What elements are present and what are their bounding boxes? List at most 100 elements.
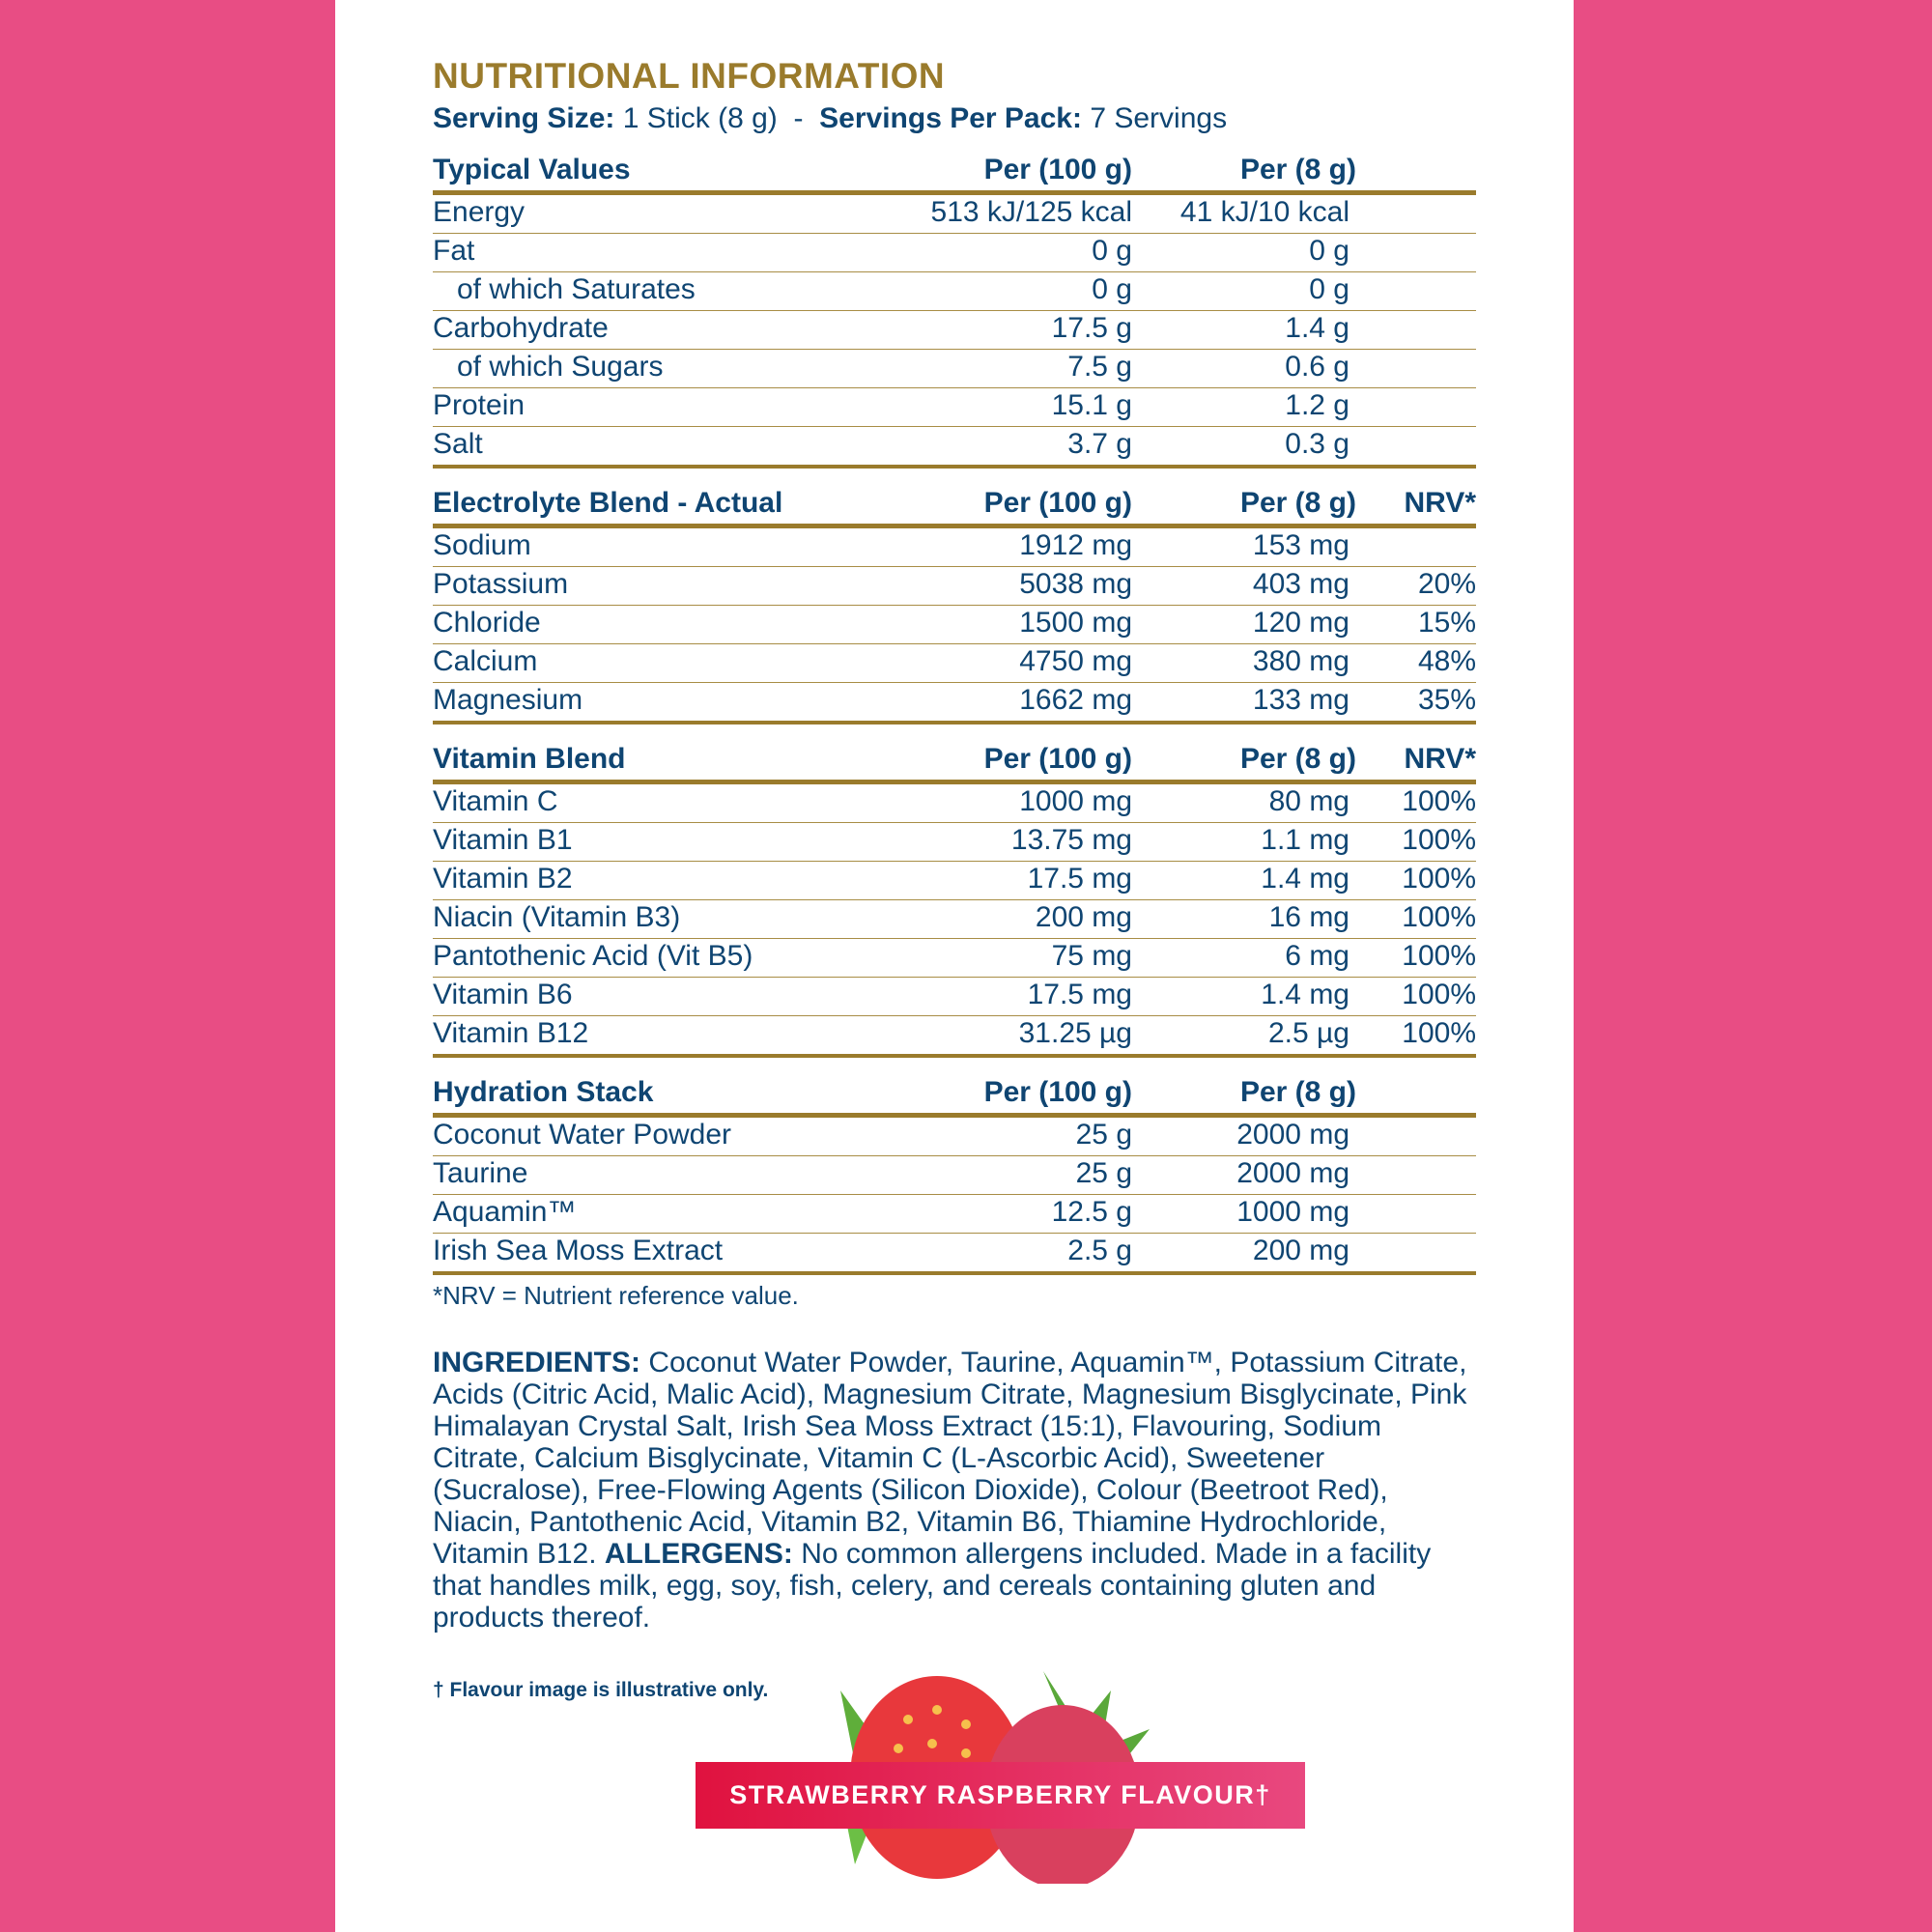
table-row: Salt 3.7 g 0.3 g — [433, 427, 1476, 469]
cell-nrv: 100% — [1402, 979, 1476, 1010]
cell-per100: 2.5 g — [1067, 1235, 1132, 1266]
table-row: Fat 0 g 0 g — [433, 234, 1476, 272]
cell-name: Pantothenic Acid (Vit B5) — [433, 940, 753, 972]
cell-per8: 0.3 g — [1285, 428, 1350, 460]
cell-per100: 1000 mg — [1019, 785, 1132, 817]
cell-per100: 25 g — [1075, 1119, 1132, 1151]
cell-name: Taurine — [433, 1157, 528, 1189]
column-header: NRV* — [1404, 487, 1476, 519]
table-row: Pantothenic Acid (Vit B5) 75 mg 6 mg 100% — [433, 939, 1476, 978]
cell-per100: 31.25 µg — [1018, 1017, 1132, 1049]
table-row: Potassium 5038 mg 403 mg 20% — [433, 567, 1476, 606]
cell-per8: 153 mg — [1252, 529, 1350, 561]
table-row: of which Sugars 7.5 g 0.6 g — [433, 350, 1476, 388]
cell-nrv: 100% — [1402, 785, 1476, 817]
cell-per100: 5038 mg — [1019, 568, 1132, 600]
column-header: Per (100 g) — [983, 1076, 1132, 1108]
cell-name: Aquamin™ — [433, 1196, 577, 1228]
table-row: Sodium 1912 mg 153 mg — [433, 528, 1476, 567]
cell-name: Coconut Water Powder — [433, 1119, 732, 1151]
cell-per100: 12.5 g — [1051, 1196, 1132, 1228]
cell-nrv: 48% — [1417, 645, 1476, 677]
nutrition-section: Hydration Stack Per (100 g) Per (8 g) Cocon… — [433, 1069, 1476, 1275]
cell-per8: 80 mg — [1268, 785, 1350, 817]
cell-per8: 6 mg — [1285, 940, 1350, 972]
table-row: Vitamin B1 13.75 mg 1.1 mg 100% — [433, 823, 1476, 862]
cell-per100: 4750 mg — [1019, 645, 1132, 677]
section-header: Typical Values Per (100 g) Per (8 g) — [433, 147, 1476, 195]
cell-per8: 2000 mg — [1236, 1157, 1350, 1189]
table-row: Vitamin B2 17.5 mg 1.4 mg 100% — [433, 862, 1476, 900]
cell-per100: 0 g — [1092, 235, 1132, 267]
cell-name: Vitamin B12 — [433, 1017, 589, 1049]
cell-per100: 3.7 g — [1067, 428, 1132, 460]
cell-name: of which Sugars — [457, 351, 664, 383]
cell-name: Vitamin B2 — [433, 863, 573, 895]
cell-name: Irish Sea Moss Extract — [433, 1235, 724, 1266]
cell-name: Niacin (Vitamin B3) — [433, 901, 681, 933]
cell-nrv: 15% — [1417, 607, 1476, 639]
column-header: Per (100 g) — [983, 154, 1132, 185]
column-header: Per (100 g) — [983, 743, 1132, 775]
cell-name: Protein — [433, 389, 526, 421]
cell-nrv: 100% — [1402, 1017, 1476, 1049]
ingredients-block: INGREDIENTS: Coconut Water Powder, Tauri… — [433, 1347, 1476, 1634]
cell-per100: 0 g — [1092, 273, 1132, 305]
column-header: Electrolyte Blend - Actual — [433, 487, 783, 519]
servings-per-pack-value: 7 Servings — [1090, 102, 1228, 134]
cell-per100: 200 mg — [1035, 901, 1132, 933]
allergens-label: ALLERGENS: — [604, 1538, 793, 1570]
cell-name: Salt — [433, 428, 483, 460]
cell-per8: 380 mg — [1252, 645, 1350, 677]
table-row: Chloride 1500 mg 120 mg 15% — [433, 606, 1476, 644]
serving-size-value: 1 Stick (8 g) — [622, 102, 778, 134]
serving-separator: - — [793, 102, 804, 134]
cell-per8: 2.5 µg — [1267, 1017, 1350, 1049]
serving-info: Serving Size: 1 Stick (8 g) - Servings P… — [433, 102, 1476, 135]
ingredients-text: Coconut Water Powder, Taurine, Aquamin™,… — [433, 1347, 1467, 1570]
cell-name: Vitamin B6 — [433, 979, 573, 1010]
nutrition-tables: Typical Values Per (100 g) Per (8 g) Energy… — [433, 147, 1476, 1311]
table-row: Magnesium 1662 mg 133 mg 35% — [433, 683, 1476, 724]
cell-name: Vitamin B1 — [433, 824, 573, 856]
cell-per8: 120 mg — [1252, 607, 1350, 639]
cell-per8: 1.4 g — [1285, 312, 1350, 344]
cell-per8: 0.6 g — [1285, 351, 1350, 383]
cell-name: Potassium — [433, 568, 569, 600]
cell-name: of which Saturates — [457, 273, 696, 305]
cell-per100: 25 g — [1075, 1157, 1132, 1189]
cell-name: Carbohydrate — [433, 312, 609, 344]
column-header: Typical Values — [433, 154, 631, 185]
table-row: Aquamin™ 12.5 g 1000 mg — [433, 1195, 1476, 1234]
nrv-footnote: *NRV = Nutrient reference value. — [433, 1281, 799, 1310]
cell-name: Chloride — [433, 607, 541, 639]
cell-per8: 1.1 mg — [1261, 824, 1350, 856]
pink-border-left — [0, 0, 335, 1932]
cell-name: Calcium — [433, 645, 538, 677]
cell-per8: 41 kJ/10 kcal — [1179, 196, 1350, 228]
column-header: Per (100 g) — [983, 487, 1132, 519]
flavour-disclaimer: † Flavour image is illustrative only. — [433, 1679, 769, 1701]
cell-name: Vitamin C — [433, 785, 558, 817]
page-title: NUTRITIONAL INFORMATION — [433, 56, 946, 96]
cell-per100: 1500 mg — [1019, 607, 1132, 639]
cell-nrv: 100% — [1402, 940, 1476, 972]
servings-per-pack-label: Servings Per Pack: — [819, 102, 1082, 134]
section-header: Vitamin Blend Per (100 g) Per (8 g) NRV* — [433, 736, 1476, 784]
serving-size-label: Serving Size: — [433, 102, 615, 134]
ingredients-label: INGREDIENTS: — [433, 1347, 641, 1378]
nutrition-section: Vitamin Blend Per (100 g) Per (8 g) NRV* Vit… — [433, 736, 1476, 1058]
table-row: Irish Sea Moss Extract 2.5 g 200 mg — [433, 1234, 1476, 1275]
table-row: Energy 513 kJ/125 kcal 41 kJ/10 kcal — [433, 195, 1476, 234]
nutrition-section: Electrolyte Blend - Actual Per (100 g) Per… — [433, 480, 1476, 724]
cell-nrv: 100% — [1402, 901, 1476, 933]
cell-nrv: 100% — [1402, 824, 1476, 856]
section-header: Electrolyte Blend - Actual Per (100 g) Per… — [433, 480, 1476, 528]
cell-nrv: 20% — [1417, 568, 1476, 600]
table-row: Calcium 4750 mg 380 mg 48% — [433, 644, 1476, 683]
cell-per100: 17.5 mg — [1027, 863, 1132, 895]
cell-per8: 16 mg — [1268, 901, 1350, 933]
table-row: Vitamin C 1000 mg 80 mg 100% — [433, 784, 1476, 823]
table-row: Vitamin B12 31.25 µg 2.5 µg 100% — [433, 1016, 1476, 1058]
cell-per8: 403 mg — [1252, 568, 1350, 600]
